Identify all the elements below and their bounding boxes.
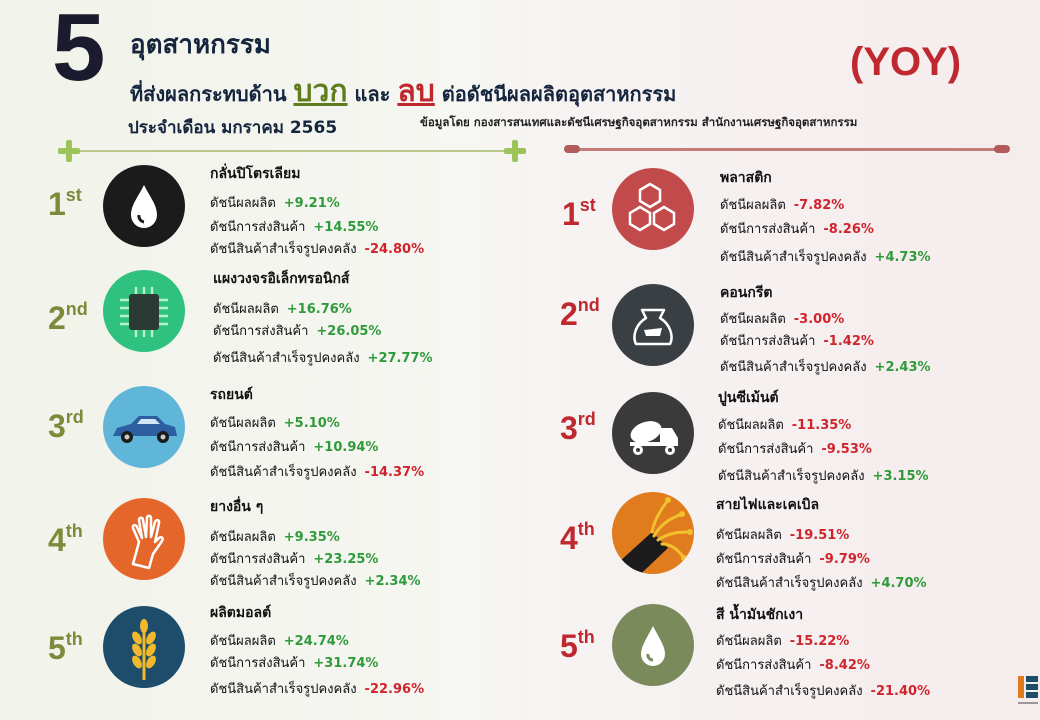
rank-label: 1st: [48, 185, 82, 222]
shipment-index: ดัชนีการส่งสินค้า -9.53%: [718, 442, 872, 457]
inventory-index: ดัชนีสินค้าสำเร็จรูปคงคลัง +4.73%: [720, 250, 931, 265]
industry-name: ผลิตมอลต์: [210, 605, 272, 621]
shipment-index: ดัชนีการส่งสินค้า -8.26%: [720, 222, 874, 237]
shipment-index: ดัชนีการส่งสินค้า -1.42%: [720, 334, 874, 349]
industry-name: แผงวงจรอิเล็กทรอนิกส์: [213, 271, 350, 287]
production-index: ดัชนีผลผลิต -15.22%: [716, 634, 850, 649]
industry-name: พลาสติก: [720, 170, 772, 186]
shipment-index: ดัชนีการส่งสินค้า -8.42%: [716, 658, 870, 673]
inventory-index: ดัชนีสินค้าสำเร็จรูปคงคลัง -14.37%: [210, 465, 425, 480]
subtitle-part-a: ที่ส่งผลกระทบด้าน: [130, 82, 287, 106]
logo-icon: [1016, 672, 1040, 712]
inventory-index: ดัชนีสินค้าสำเร็จรูปคงคลัง +27.77%: [213, 351, 433, 366]
oil-drop-icon: [103, 165, 185, 247]
inventory-index: ดัชนีสินค้าสำเร็จรูปคงคลัง +2.34%: [210, 574, 421, 589]
mixer-truck-icon: [612, 392, 694, 474]
shipment-index: ดัชนีการส่งสินค้า -9.79%: [716, 552, 870, 567]
subtitle-part-c: ต่อดัชนีผลผลิตอุตสาหกรรม: [441, 82, 677, 106]
inventory-index: ดัชนีสินค้าสำเร็จรูปคงคลัง +2.43%: [720, 360, 931, 375]
shipment-index: ดัชนีการส่งสินค้า +14.55%: [210, 220, 379, 235]
production-index: ดัชนีผลผลิต +24.74%: [210, 634, 349, 649]
production-index: ดัชนีผลผลิต +16.76%: [213, 302, 352, 317]
rank-label: 5th: [560, 627, 595, 664]
positive-divider: [70, 150, 518, 152]
cable-icon: [612, 492, 694, 574]
car-icon: [103, 386, 185, 468]
minus-icon: [564, 145, 580, 153]
header-title: อุตสาหกรรม: [130, 30, 271, 60]
industry-name: กลั่นปิโตรเลียม: [210, 166, 301, 182]
production-index: ดัชนีผลผลิต -3.00%: [720, 312, 845, 327]
industry-name: สายไฟและเคเบิล: [716, 497, 820, 513]
production-index: ดัชนีผลผลิต +5.10%: [210, 416, 340, 431]
negative-label: ลบ: [397, 74, 435, 109]
production-index: ดัชนีผลผลิต -7.82%: [720, 198, 845, 213]
wheat-icon: [103, 606, 185, 688]
rank-label: 3rd: [48, 407, 84, 444]
industry-name: ปูนซีเม้นต์: [718, 390, 779, 406]
yoy-label: (YOY): [850, 40, 962, 84]
negative-divider: [568, 148, 998, 151]
minus-icon: [994, 145, 1010, 153]
production-index: ดัชนีผลผลิต -11.35%: [718, 418, 852, 433]
header-number: 5: [52, 0, 106, 101]
rank-label: 1st: [562, 195, 596, 232]
inventory-index: ดัชนีสินค้าสำเร็จรูปคงคลัง -21.40%: [716, 684, 931, 699]
shipment-index: ดัชนีการส่งสินค้า +26.05%: [213, 324, 382, 339]
chip-icon: [103, 270, 185, 352]
rank-label: 4th: [48, 521, 83, 558]
production-index: ดัชนีผลผลิต +9.21%: [210, 196, 340, 211]
subtitle-part-b: และ: [354, 82, 391, 106]
production-index: ดัชนีผลผลิต -19.51%: [716, 528, 850, 543]
paint-drop-icon: [612, 604, 694, 686]
industry-name: คอนกรีต: [720, 285, 773, 301]
rank-label: 5th: [48, 629, 83, 666]
positive-label: บวก: [293, 74, 348, 109]
plus-icon: [58, 140, 80, 162]
header-subtitle: ที่ส่งผลกระทบด้าน บวก และ ลบ ต่อดัชนีผลผ…: [130, 68, 676, 115]
inventory-index: ดัชนีสินค้าสำเร็จรูปคงคลัง +3.15%: [718, 469, 929, 484]
industry-name: สี น้ำมันชักเงา: [716, 607, 804, 623]
rubber-glove-icon: [103, 498, 185, 580]
shipment-index: ดัชนีการส่งสินค้า +10.94%: [210, 440, 379, 455]
industry-name: ยางอื่น ๆ: [210, 499, 264, 515]
shipment-index: ดัชนีการส่งสินค้า +31.74%: [210, 656, 379, 671]
source-note: ข้อมูลโดย กองสารสนเทศและดัชนีเศรษฐกิจอุต…: [420, 115, 858, 129]
rank-label: 2nd: [48, 299, 88, 336]
inventory-index: ดัชนีสินค้าสำเร็จรูปคงคลัง -24.80%: [210, 242, 425, 257]
industry-name: รถยนต์: [210, 387, 253, 403]
cement-bag-icon: [612, 284, 694, 366]
shipment-index: ดัชนีการส่งสินค้า +23.25%: [210, 552, 379, 567]
plus-icon: [504, 140, 526, 162]
inventory-index: ดัชนีสินค้าสำเร็จรูปคงคลัง -22.96%: [210, 682, 425, 697]
rank-label: 2nd: [560, 295, 600, 332]
rank-label: 4th: [560, 519, 595, 556]
inventory-index: ดัชนีสินค้าสำเร็จรูปคงคลัง +4.70%: [716, 576, 927, 591]
rank-label: 3rd: [560, 409, 596, 446]
period-label: ประจำเดือน มกราคม 2565: [128, 118, 338, 138]
hexagon-icon: [612, 168, 694, 250]
production-index: ดัชนีผลผลิต +9.35%: [210, 530, 340, 545]
